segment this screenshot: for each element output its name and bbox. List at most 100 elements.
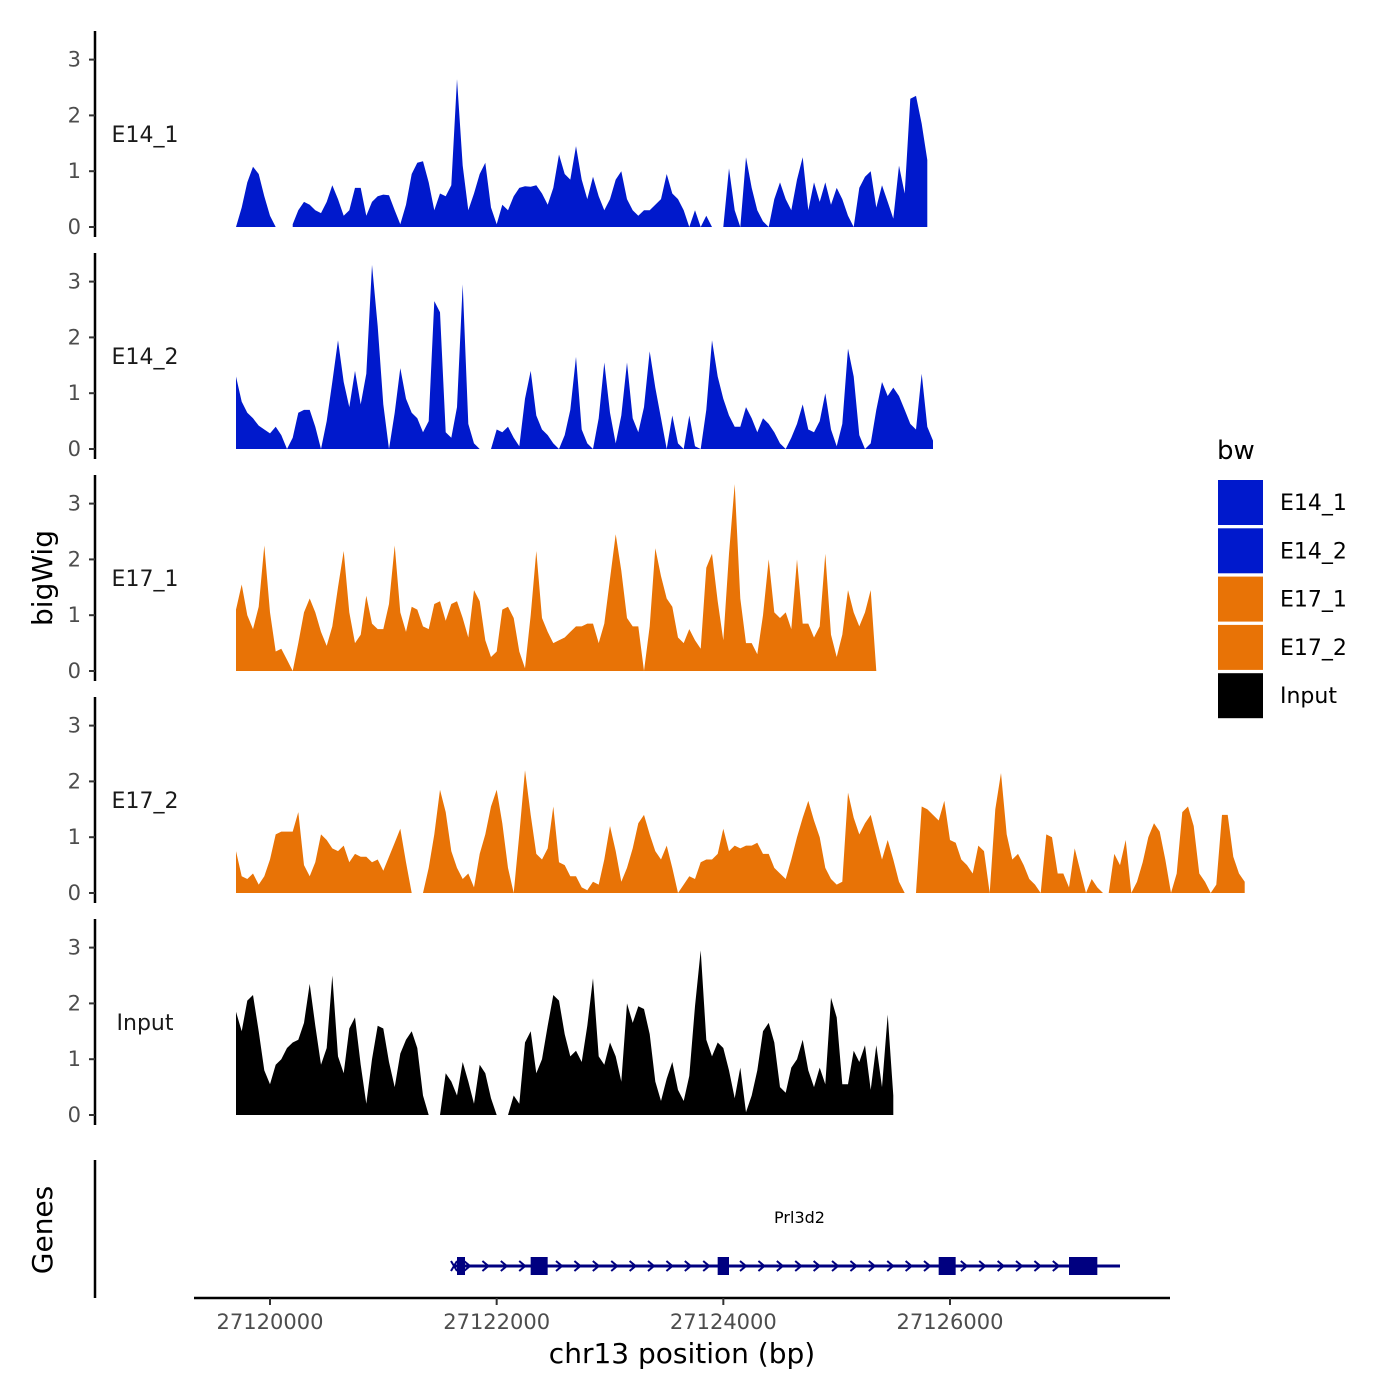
- strand-arrow: [831, 1260, 840, 1272]
- y-tick-label: 3: [68, 270, 81, 294]
- legend-swatch-E14_1: [1218, 480, 1263, 525]
- y-tick-label: 3: [68, 492, 81, 516]
- y-tick-label: 3: [68, 714, 81, 738]
- strand-arrow: [665, 1260, 674, 1272]
- strand-arrow: [1033, 1260, 1042, 1272]
- track-label-E14_1: E14_1: [112, 123, 179, 148]
- legend-swatch-E17_2: [1218, 624, 1263, 670]
- y-tick-label: 0: [68, 659, 81, 683]
- strand-arrow: [463, 1260, 472, 1272]
- track-E17_1: 0 1 2 3 E17_1: [68, 475, 877, 683]
- signal-area-E14_1: [723, 95, 928, 228]
- y-tick-label: 1: [68, 603, 81, 627]
- x-tick-label: 27126000: [897, 1310, 1004, 1334]
- legend-swatch-E14_2: [1218, 528, 1263, 574]
- track-label-E17_2: E17_2: [112, 789, 179, 814]
- x-tick-label: 27124000: [670, 1310, 777, 1334]
- track-label-E14_2: E14_2: [112, 345, 179, 370]
- signal-area-E14_2: [491, 340, 933, 449]
- strand-arrow: [904, 1260, 914, 1272]
- strand-arrow: [1052, 1260, 1061, 1272]
- signal-area-E17_1: [236, 484, 877, 671]
- strand-arrow: [739, 1260, 748, 1272]
- legend-label-E17_2: E17_2: [1280, 636, 1347, 661]
- y-tick-label: 1: [68, 825, 81, 849]
- legend-label-E17_1: E17_1: [1280, 588, 1347, 613]
- legend-title: bw: [1217, 436, 1255, 466]
- signal-area-Input: [508, 950, 894, 1115]
- y-tick-label: 2: [68, 325, 81, 349]
- strand-arrow: [996, 1260, 1006, 1272]
- y-tick-label: 2: [68, 991, 81, 1015]
- legend-label-E14_2: E14_2: [1280, 539, 1347, 564]
- legend: bw E14_1 E14_2 E17_1 E17_2 Input: [1217, 436, 1347, 719]
- y-axis-title: bigWig: [26, 530, 59, 626]
- strand-arrow: [960, 1260, 969, 1272]
- signal-area-E17_2: [423, 770, 905, 893]
- signal-area-Input: [236, 975, 429, 1115]
- strand-arrow: [684, 1260, 693, 1272]
- legend-swatch-E17_1: [1218, 576, 1263, 622]
- y-tick-label: 0: [68, 215, 81, 239]
- strand-arrow: [776, 1260, 785, 1272]
- signal-area-Input: [440, 1062, 497, 1115]
- strand-arrow: [978, 1260, 987, 1272]
- strand-arrow: [500, 1260, 509, 1272]
- signal-area-E14_1: [292, 79, 712, 227]
- y-tick-label: 2: [68, 103, 81, 127]
- x-tick-label: 27122000: [443, 1310, 550, 1334]
- legend-label-E14_1: E14_1: [1280, 491, 1347, 516]
- strand-arrow: [555, 1260, 564, 1272]
- track-label-E17_1: E17_1: [112, 567, 179, 592]
- gene-exon: [530, 1257, 548, 1275]
- track-E14_2: 0 1 2 3 E14_2: [68, 253, 933, 461]
- y-tick-label: 1: [68, 381, 81, 405]
- gene-exon: [1069, 1257, 1098, 1275]
- track-E14_1: 0 1 2 3 E14_1: [68, 31, 928, 239]
- strand-arrow: [886, 1260, 895, 1272]
- gene-start-mark: [450, 1260, 458, 1272]
- signal-area-E17_2: [916, 773, 1245, 893]
- strand-arrow: [518, 1260, 527, 1272]
- strand-arrow: [647, 1260, 656, 1272]
- bigwig-tracks: 0 1 2 3 E14_1 0 1 2 3 E14_2 0 1 2 3 E17_1 0 1 2 3 E17_2 0 1 2 3…: [68, 31, 1245, 1127]
- strand-arrow: [849, 1260, 858, 1272]
- strand-arrow: [610, 1260, 619, 1272]
- y-tick-label: 3: [68, 48, 81, 72]
- gene-exon: [938, 1257, 956, 1275]
- track-label-Input: Input: [117, 1011, 174, 1036]
- strand-arrow: [794, 1260, 803, 1272]
- strand-arrow: [812, 1260, 822, 1272]
- track-E17_2: 0 1 2 3 E17_2: [68, 697, 1245, 905]
- y-tick-label: 1: [68, 1047, 81, 1071]
- legend-swatch-Input: [1218, 673, 1263, 719]
- strand-arrow: [628, 1260, 638, 1272]
- y-tick-label: 0: [68, 881, 81, 905]
- x-axis: 27120000 27122000 27124000 27126000: [194, 1296, 1170, 1334]
- y-tick-label: 0: [68, 1103, 81, 1127]
- genes-axis-title: Genes: [26, 1186, 59, 1274]
- legend-label-Input: Input: [1280, 684, 1337, 709]
- x-axis-title: chr13 position (bp): [549, 1337, 815, 1370]
- signal-area-E14_2: [236, 264, 480, 449]
- y-tick-label: 2: [68, 769, 81, 793]
- strand-arrow: [573, 1260, 582, 1272]
- strand-arrow: [757, 1260, 766, 1272]
- y-tick-label: 2: [68, 547, 81, 571]
- gene-exon: [457, 1257, 465, 1275]
- y-tick-label: 3: [68, 936, 81, 960]
- genes-track: Prl3d2: [93, 1160, 1120, 1298]
- strand-arrow: [592, 1260, 601, 1272]
- strand-arrow: [702, 1260, 711, 1272]
- strand-arrow: [868, 1260, 877, 1272]
- strand-arrow: [923, 1260, 932, 1272]
- y-tick-label: 0: [68, 437, 81, 461]
- gene-name-label: Prl3d2: [774, 1208, 825, 1227]
- strand-arrow: [481, 1260, 490, 1272]
- gene-exon: [717, 1257, 729, 1275]
- track-Input: 0 1 2 3 Input: [68, 919, 894, 1127]
- signal-area-E17_2: [236, 812, 412, 893]
- signal-area-E14_1: [236, 166, 276, 227]
- x-tick-label: 27120000: [217, 1310, 324, 1334]
